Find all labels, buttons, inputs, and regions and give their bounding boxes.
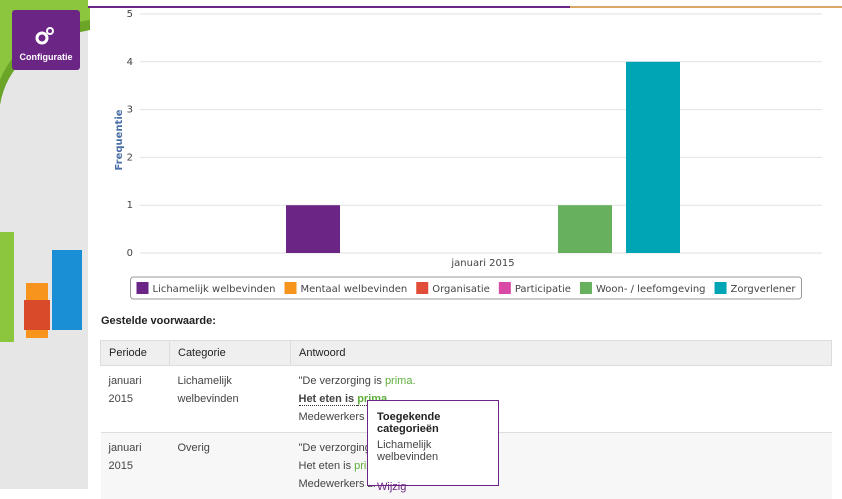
chart: Frequentie 0 1 2 3 4 5 januari 2015 Lichamelijk… (0, 0, 842, 305)
legend-label: Participatie (515, 284, 571, 295)
legend-label: Mentaal welbevinden (301, 284, 408, 295)
answer-text: Het eten is (299, 393, 358, 406)
category-cell: Lichamelijk welbevinden (170, 366, 291, 433)
period-cell: januari 2015 (101, 433, 170, 499)
y-tick-label: 2 (127, 152, 133, 163)
answer-text: Het eten is (299, 460, 355, 472)
bar (286, 205, 340, 253)
category-cell: Overig (170, 433, 291, 499)
legend-swatch (580, 282, 592, 294)
bar (626, 62, 680, 253)
tooltip-title: Toegekende categorieën (377, 411, 489, 435)
answer-text: "De verzorging is (299, 375, 385, 387)
column-header: Antwoord (291, 341, 832, 366)
legend-swatch (285, 282, 297, 294)
tooltip-action[interactable]: Wijzig (377, 481, 489, 493)
period-cell: januari 2015 (101, 366, 170, 433)
y-tick-label: 1 (127, 200, 133, 211)
answer-line: "De verzorging is prima. (299, 372, 824, 390)
tooltip-category: Lichamelijk welbevinden (377, 439, 489, 463)
legend-label: Woon- / leefomgeving (596, 284, 706, 295)
y-axis-label: Frequentie (114, 109, 125, 170)
answer-text: prima. (385, 375, 416, 387)
bar (558, 205, 612, 253)
legend-swatch (137, 282, 149, 294)
section-title: Gestelde voorwaarde: (101, 315, 216, 327)
y-tick-label: 4 (127, 57, 133, 68)
legend-swatch (416, 282, 428, 294)
y-tick-label: 3 (127, 105, 133, 116)
legend-label: Zorgverlener (731, 284, 797, 295)
answer-text: "De verzorging i (299, 442, 377, 454)
x-tick-label: januari 2015 (450, 258, 514, 269)
y-tick-label: 0 (127, 248, 133, 259)
legend-swatch (715, 282, 727, 294)
legend-label: Organisatie (432, 284, 490, 295)
answer-text: Medewerkers zi (299, 478, 376, 490)
legend-label: Lichamelijk welbevinden (153, 284, 276, 295)
answer-text: Medewerkers zi (299, 411, 376, 423)
column-header: Categorie (170, 341, 291, 366)
legend-swatch (499, 282, 511, 294)
y-tick-label: 5 (127, 9, 133, 20)
legend: Lichamelijk welbevinden Mentaal welbevind… (131, 277, 802, 299)
column-header: Periode (101, 341, 170, 366)
tooltip: Toegekende categorieën Lichamelijk welbe… (367, 400, 499, 486)
